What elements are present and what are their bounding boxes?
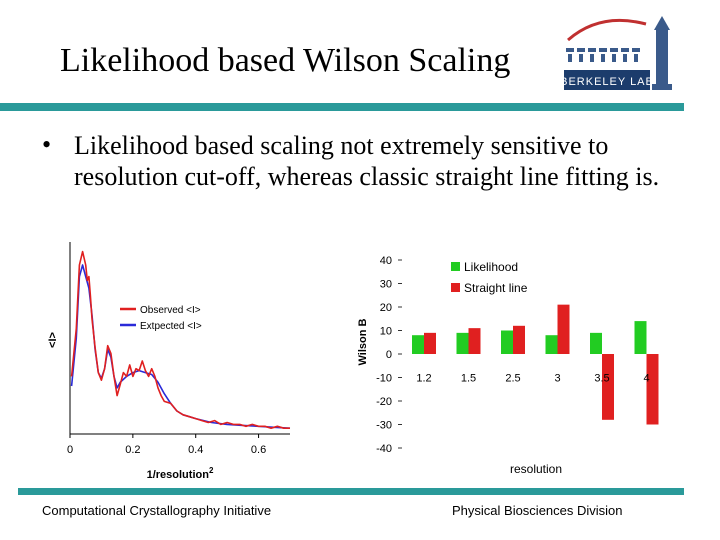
intensity-y-label: <I> bbox=[47, 332, 59, 348]
footer-divider bbox=[18, 488, 684, 495]
tower-icon bbox=[652, 16, 672, 90]
logo-arc bbox=[567, 18, 647, 42]
wilson-b-y-tick-label: 20 bbox=[380, 302, 392, 314]
straight-line-bar-4 bbox=[646, 354, 659, 425]
bullet-marker: • bbox=[42, 130, 52, 159]
wilson-b-y-tick-label: -30 bbox=[376, 420, 392, 432]
wilson-b-category-label: 4 bbox=[643, 373, 649, 385]
likelihood-bar-4 bbox=[634, 321, 647, 354]
legend-label-observed: Observed <I> bbox=[140, 305, 201, 316]
logo-wordmark: BERKELEY LAB bbox=[560, 76, 654, 88]
expected-intensity-line bbox=[70, 264, 291, 429]
straight-line-bar-2-5 bbox=[513, 325, 525, 354]
intensity-x-tick-label: 0.2 bbox=[125, 444, 140, 456]
straight-line-bar-3 bbox=[557, 304, 570, 354]
likelihood-bar-1-2 bbox=[412, 335, 424, 354]
wilson-b-y-tick-label: -20 bbox=[376, 396, 392, 408]
intensity-x-tick-label: 0 bbox=[67, 444, 73, 456]
legend-swatch-likelihood bbox=[451, 262, 460, 271]
bullet-text: Likelihood based scaling not extremely s… bbox=[74, 131, 660, 191]
wilson-b-y-label: Wilson B bbox=[357, 318, 369, 365]
wilson-b-legend: Likelihood Straight line bbox=[451, 260, 528, 295]
wilson-b-x-label: resolution bbox=[510, 462, 562, 476]
intensity-legend: Observed <I> Extpected <I> bbox=[120, 305, 202, 332]
straight-line-bar-3-5 bbox=[602, 354, 614, 420]
footer-right-text: Physical Biosciences Division bbox=[452, 503, 623, 518]
wilson-b-y-tick-label: 30 bbox=[380, 279, 392, 291]
slide-title: Likelihood based Wilson Scaling bbox=[60, 42, 511, 79]
likelihood-bar-2-5 bbox=[501, 330, 513, 354]
wilson-b-category-label: 1.2 bbox=[416, 373, 431, 385]
legend-swatch-straight-line bbox=[451, 283, 460, 292]
intensity-x-tick-label: 0.4 bbox=[188, 444, 203, 456]
wilson-b-chart: Wilson B 40 30 20 10 0 -10 -20 -30 -40 1.2 1.5 2.5… bbox=[357, 255, 659, 476]
straight-line-bar-1-5 bbox=[468, 328, 481, 354]
wilson-b-category-label: 3 bbox=[554, 373, 560, 385]
logo-wordmark-box bbox=[564, 70, 650, 90]
wilson-b-category-label: 1.5 bbox=[461, 373, 476, 385]
wilson-b-y-tick-label: -10 bbox=[376, 373, 392, 385]
wilson-b-y-tick-label: 0 bbox=[386, 349, 392, 361]
wilson-b-category-label: 2.5 bbox=[505, 373, 520, 385]
legend-label-likelihood: Likelihood bbox=[464, 260, 518, 274]
intensity-x-label: 1/resolution2 bbox=[147, 466, 214, 481]
likelihood-bar-3 bbox=[545, 335, 558, 354]
title-divider bbox=[0, 103, 684, 111]
footer-left-text: Computational Crystallography Initiative bbox=[42, 503, 272, 518]
intensity-chart: <I> 0 0.2 0.4 0.6 Observed <I> Extpected <I… bbox=[47, 242, 291, 481]
wilson-b-category-label: 3.5 bbox=[594, 373, 609, 385]
likelihood-bar-3-5 bbox=[590, 332, 602, 354]
wilson-b-y-tick-label: 40 bbox=[380, 255, 392, 267]
legend-label-expected: Extpected <I> bbox=[140, 321, 202, 332]
intensity-x-tick-label: 0.6 bbox=[251, 444, 266, 456]
likelihood-bar-1-5 bbox=[456, 332, 469, 354]
berkeley-lab-logo: BERKELEY LAB bbox=[560, 16, 672, 90]
straight-line-bar-1-2 bbox=[424, 332, 436, 354]
wilson-b-y-tick-label: -40 bbox=[376, 443, 392, 455]
logo-marks bbox=[566, 48, 640, 62]
observed-intensity-line bbox=[70, 250, 290, 429]
legend-label-straight-line: Straight line bbox=[464, 281, 528, 295]
wilson-b-y-tick-label: 10 bbox=[380, 326, 392, 338]
